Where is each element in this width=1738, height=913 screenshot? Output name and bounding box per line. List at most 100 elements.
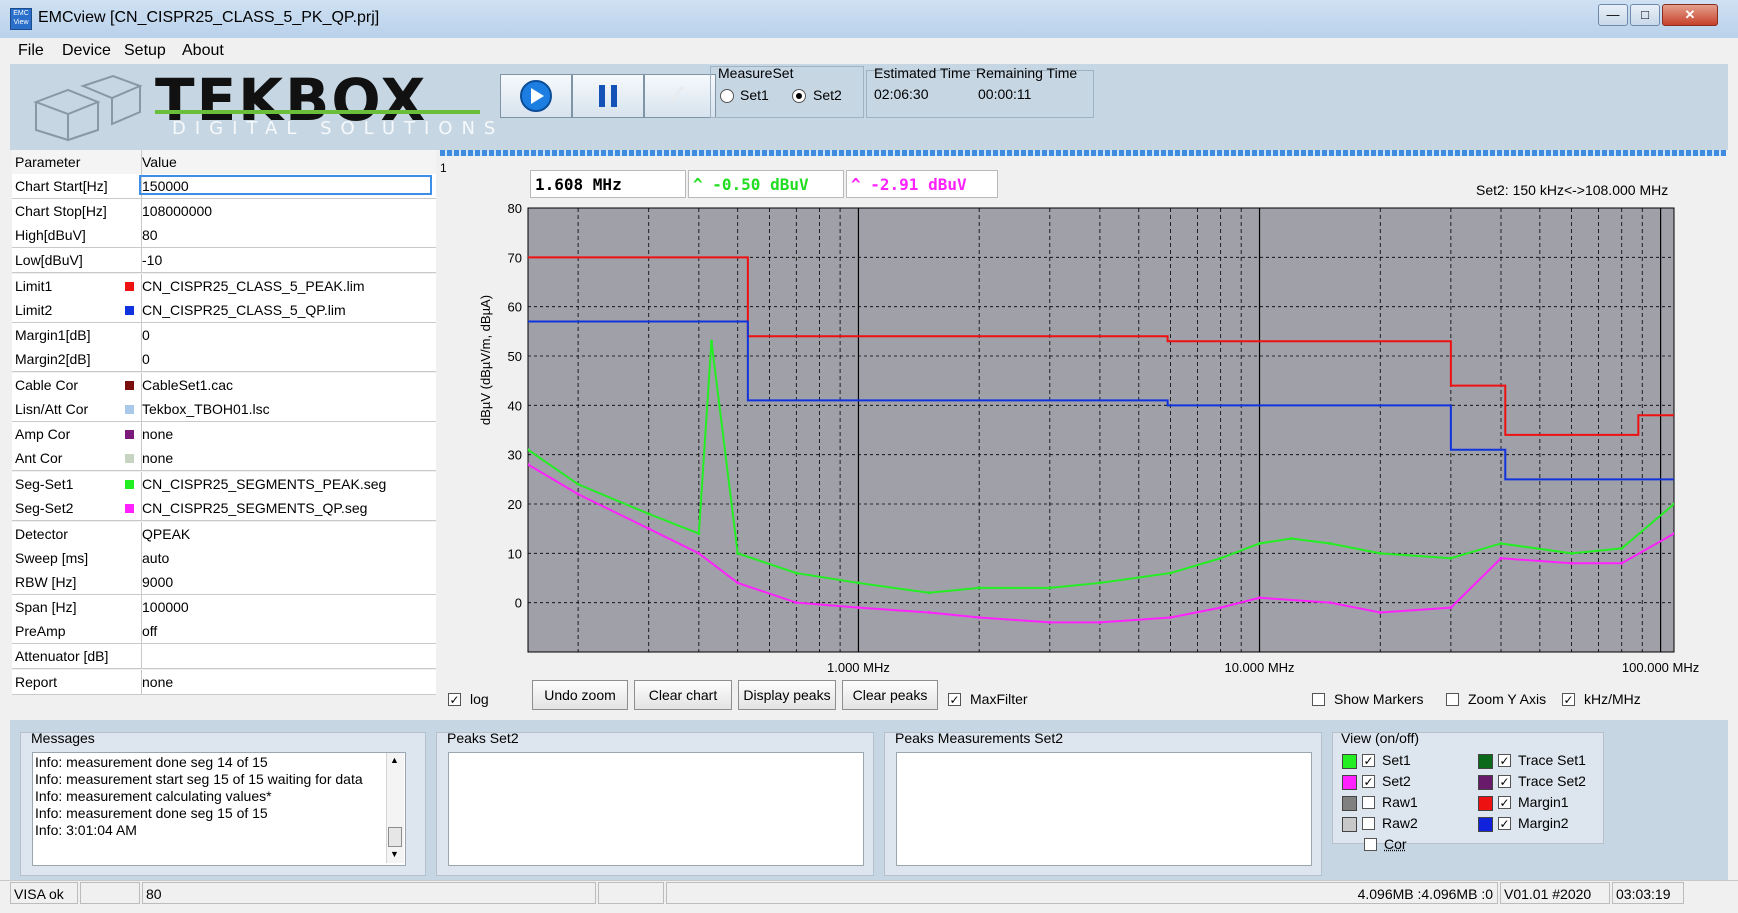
param-value[interactable]: 100000 bbox=[142, 595, 189, 619]
display-peaks-button[interactable]: Display peaks bbox=[738, 680, 836, 710]
menu-file[interactable]: File bbox=[18, 42, 44, 60]
messages-scrollbar[interactable]: ▲ ▼ bbox=[386, 753, 404, 863]
param-row[interactable]: Amp Cor none bbox=[12, 422, 436, 447]
data-point-set1 bbox=[795, 572, 798, 575]
cor-checkbox[interactable] bbox=[1364, 838, 1377, 851]
khz-mhz-checkbox[interactable]: ✓ bbox=[1562, 693, 1575, 706]
status-visa: VISA ok bbox=[10, 882, 78, 904]
param-row[interactable]: Span [Hz] 100000 bbox=[12, 595, 436, 620]
menu-device[interactable]: Device bbox=[62, 42, 111, 60]
view-label: Margin2 bbox=[1518, 815, 1569, 831]
data-point-set1 bbox=[978, 586, 981, 589]
menu-about[interactable]: About bbox=[182, 42, 224, 60]
param-row[interactable]: Limit2 CN_CISPR25_CLASS_5_QP.lim bbox=[12, 298, 436, 323]
view-color-swatch bbox=[1342, 817, 1357, 832]
view-checkbox[interactable]: ✓ bbox=[1498, 775, 1511, 788]
scroll-down-icon[interactable]: ▼ bbox=[390, 849, 399, 859]
param-value[interactable]: 9000 bbox=[142, 570, 173, 594]
view-checkbox[interactable]: ✓ bbox=[1498, 817, 1511, 830]
param-row[interactable]: Ant Cor none bbox=[12, 446, 436, 471]
param-row[interactable]: Cable Cor CableSet1.cac bbox=[12, 373, 436, 398]
param-value[interactable]: auto bbox=[142, 546, 169, 570]
message-line: Info: measurement calculating values* bbox=[35, 788, 385, 805]
view-checkbox[interactable]: ✓ bbox=[1498, 754, 1511, 767]
maxfilter-checkbox[interactable]: ✓ bbox=[948, 693, 961, 706]
close-button[interactable]: ✕ bbox=[1662, 4, 1718, 26]
view-label: Set2 bbox=[1382, 773, 1411, 789]
view-checkbox[interactable]: ✓ bbox=[1498, 796, 1511, 809]
param-row[interactable]: Low[dBuV] -10 bbox=[12, 248, 436, 273]
param-row[interactable]: Margin2[dB] 0 bbox=[12, 347, 436, 372]
menu-setup[interactable]: Setup bbox=[124, 42, 166, 60]
play-icon bbox=[501, 75, 571, 117]
log-checkbox[interactable]: ✓ bbox=[448, 693, 461, 706]
view-label: Raw1 bbox=[1382, 794, 1418, 810]
param-row[interactable]: Limit1 CN_CISPR25_CLASS_5_PEAK.lim bbox=[12, 274, 436, 299]
undo-zoom-button[interactable]: Undo zoom bbox=[532, 680, 628, 710]
param-value[interactable]: none bbox=[142, 446, 173, 470]
param-row[interactable]: Attenuator [dB] bbox=[12, 644, 436, 669]
clear-peaks-button[interactable]: Clear peaks bbox=[842, 680, 938, 710]
param-row[interactable]: Seg-Set2 CN_CISPR25_SEGMENTS_QP.seg bbox=[12, 496, 436, 521]
param-row[interactable]: Margin1[dB] 0 bbox=[12, 323, 436, 348]
param-value[interactable]: 0 bbox=[142, 347, 150, 371]
peaks-measurements-list[interactable] bbox=[896, 752, 1312, 866]
x-tick-label: 10.000 MHz bbox=[1224, 660, 1294, 675]
data-point-set1 bbox=[710, 340, 713, 343]
param-row[interactable]: PreAmp off bbox=[12, 619, 436, 644]
param-name: RBW [Hz] bbox=[12, 570, 142, 594]
param-row[interactable]: Chart Stop[Hz] 108000000 bbox=[12, 199, 436, 224]
plot-area bbox=[528, 208, 1674, 652]
peaks-set2-list[interactable] bbox=[448, 752, 864, 866]
y-tick-label: 40 bbox=[508, 398, 522, 413]
param-row[interactable]: RBW [Hz] 9000 bbox=[12, 570, 436, 595]
param-value[interactable]: CN_CISPR25_SEGMENTS_QP.seg bbox=[142, 496, 367, 520]
param-row[interactable]: Report none bbox=[12, 670, 436, 695]
param-value[interactable]: Tekbox_TBOH01.lsc bbox=[142, 397, 270, 421]
param-row[interactable]: Detector QPEAK bbox=[12, 522, 436, 547]
play-button[interactable] bbox=[500, 74, 572, 118]
show-markers-checkbox[interactable] bbox=[1312, 693, 1325, 706]
emission-chart[interactable]: 80 70 60 50 40 30 20 10 0 1.000 MHz 10.000 MHz 100.… bbox=[470, 200, 1720, 680]
scroll-up-icon[interactable]: ▲ bbox=[390, 755, 399, 765]
param-row[interactable]: Sweep [ms] auto bbox=[12, 546, 436, 571]
minimize-button[interactable]: — bbox=[1598, 4, 1628, 26]
set1-radio[interactable] bbox=[720, 89, 734, 103]
set2-radio-label: Set2 bbox=[813, 87, 842, 103]
view-color-swatch bbox=[1342, 754, 1357, 769]
param-value[interactable]: CN_CISPR25_CLASS_5_PEAK.lim bbox=[142, 274, 365, 298]
scrollbar-thumb[interactable] bbox=[388, 827, 402, 847]
view-checkbox[interactable] bbox=[1362, 817, 1375, 830]
param-row[interactable]: Lisn/Att Cor Tekbox_TBOH01.lsc bbox=[12, 397, 436, 422]
param-value[interactable]: -10 bbox=[142, 248, 162, 272]
window-title: EMCview [CN_CISPR25_CLASS_5_PK_QP.prj] bbox=[38, 9, 379, 27]
view-checkbox[interactable]: ✓ bbox=[1362, 775, 1375, 788]
view-checkbox[interactable] bbox=[1362, 796, 1375, 809]
stop-button[interactable] bbox=[644, 74, 716, 118]
param-value[interactable]: off bbox=[142, 619, 157, 643]
param-name: Chart Stop[Hz] bbox=[12, 199, 142, 223]
param-value[interactable]: 0 bbox=[142, 323, 150, 347]
param-row[interactable]: Chart Start[Hz] 150000 bbox=[12, 174, 436, 199]
active-cell-editor[interactable] bbox=[139, 175, 432, 195]
view-checkbox[interactable]: ✓ bbox=[1362, 754, 1375, 767]
param-value[interactable]: 80 bbox=[142, 223, 158, 247]
param-value[interactable]: 108000000 bbox=[142, 199, 212, 223]
param-value[interactable]: CableSet1.cac bbox=[142, 373, 233, 397]
param-value[interactable]: QPEAK bbox=[142, 522, 190, 546]
maximize-button[interactable]: □ bbox=[1630, 4, 1660, 26]
param-value[interactable]: CN_CISPR25_CLASS_5_QP.lim bbox=[142, 298, 346, 322]
pause-button[interactable] bbox=[572, 74, 644, 118]
set2-radio[interactable] bbox=[792, 89, 806, 103]
param-row[interactable]: Seg-Set1 CN_CISPR25_SEGMENTS_PEAK.seg bbox=[12, 472, 436, 497]
data-point-set2 bbox=[1379, 611, 1382, 614]
maxfilter-label: MaxFilter bbox=[970, 691, 1028, 707]
param-value[interactable]: CN_CISPR25_SEGMENTS_PEAK.seg bbox=[142, 472, 386, 496]
y-axis-label: dBµV (dBµV/m, dBµA) bbox=[478, 295, 493, 425]
zoom-y-axis-checkbox[interactable] bbox=[1446, 693, 1459, 706]
y-tick-label: 60 bbox=[508, 300, 522, 315]
param-value[interactable]: none bbox=[142, 670, 173, 694]
param-row[interactable]: High[dBuV] 80 bbox=[12, 223, 436, 248]
param-value[interactable]: none bbox=[142, 422, 173, 446]
clear-chart-button[interactable]: Clear chart bbox=[634, 680, 732, 710]
